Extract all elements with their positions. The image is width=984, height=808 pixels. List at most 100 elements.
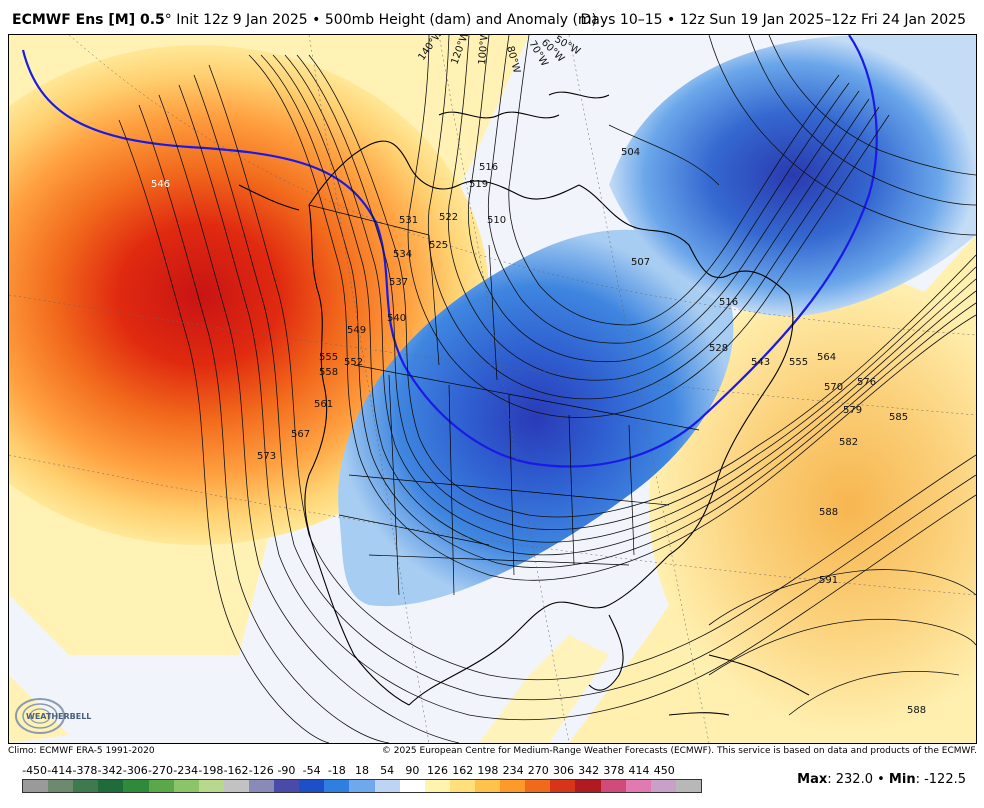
- colorbar-swatch: [23, 780, 49, 792]
- colorbar-label: 162: [452, 764, 474, 777]
- colorbar-label: -414: [47, 764, 73, 777]
- weatherbell-logo: WEATHERBELL: [12, 694, 102, 738]
- colorbar-label: -162: [223, 764, 249, 777]
- colorbar-label: -342: [97, 764, 123, 777]
- contour-label: 537: [389, 277, 408, 288]
- degree-sign: °: [164, 12, 172, 28]
- colorbar-swatch: [274, 780, 300, 792]
- colorbar-labels: -450 -414 -378 -342 -306 -270 -234 -198 -162 -126…: [22, 764, 702, 778]
- colorbar-label: -306: [122, 764, 148, 777]
- colorbar-label: -54: [302, 764, 321, 777]
- min-label: Min: [888, 772, 916, 787]
- colorbar-swatch: [675, 780, 701, 792]
- colorbar-swatch: [198, 780, 224, 792]
- stat-separator: •: [872, 772, 889, 787]
- title-separator: •: [312, 12, 321, 28]
- colorbar-label: -90: [277, 764, 296, 777]
- contour-label: 534: [393, 249, 412, 260]
- contour-label: 546: [151, 179, 170, 190]
- colorbar: -450 -414 -378 -342 -306 -270 -234 -198 -162 -126…: [22, 764, 702, 796]
- colorbar-label: -270: [148, 764, 173, 777]
- contour-label: 555: [319, 352, 338, 363]
- logo-text: WEATHERBELL: [26, 712, 91, 721]
- contour-label: 555: [789, 357, 808, 368]
- colorbar-swatch: [474, 780, 501, 792]
- colorbar-label: -18: [327, 764, 346, 777]
- contour-label: 588: [907, 705, 926, 716]
- contour-label: 543: [751, 357, 770, 368]
- contour-label: 588: [819, 507, 838, 518]
- colorbar-swatch: [173, 780, 199, 792]
- colorbar-swatch: [525, 780, 551, 792]
- colorbar-label: 234: [502, 764, 524, 777]
- contour-label: 525: [429, 240, 448, 251]
- contour-label: 516: [479, 162, 498, 173]
- political-borders: [308, 204, 700, 596]
- central-trough-anomaly: [338, 229, 734, 607]
- contour-label: 573: [257, 451, 276, 462]
- colorbar-swatch: [500, 780, 526, 792]
- colorbar-swatch: [98, 780, 124, 792]
- coastlines: [238, 91, 810, 716]
- contour-label: 522: [439, 212, 458, 223]
- contour-label: 591: [819, 575, 838, 586]
- contour-label: 552: [344, 357, 363, 368]
- contour-label: 519: [469, 179, 488, 190]
- contour-label: 531: [399, 215, 418, 226]
- height-contours: [118, 35, 976, 743]
- contour-label: 582: [839, 437, 858, 448]
- colorbar-swatch: [600, 780, 626, 792]
- colorbar-label: -198: [198, 764, 224, 777]
- contour-label: 558: [319, 367, 338, 378]
- colorbar-label: 18: [355, 764, 369, 777]
- colorbar-swatch: [324, 780, 350, 792]
- contour-label: 507: [631, 257, 650, 268]
- colorbar-swatch: [424, 780, 450, 792]
- colorbar-label: -126: [248, 764, 274, 777]
- min-value: : -122.5: [915, 772, 966, 787]
- colorbar-label: 450: [653, 764, 675, 777]
- colorbar-label: -234: [173, 764, 199, 777]
- colorbar-label: 378: [603, 764, 625, 777]
- colorbar-swatch: [575, 780, 601, 792]
- contour-label: 510: [487, 215, 506, 226]
- colorbar-label: 126: [427, 764, 449, 777]
- colorbar-swatch: [48, 780, 74, 792]
- contour-label: 540: [387, 313, 406, 324]
- colorbar-swatch: [399, 780, 425, 792]
- copyright-note: © 2025 European Centre for Medium-Range …: [381, 746, 977, 756]
- title: ECMWF Ens [M] 0.5° Init 12z 9 Jan 2025 •…: [12, 12, 597, 28]
- contour-label: 564: [817, 352, 836, 363]
- valid-period: Days 10–15 • 12z Sun 19 Jan 2025–12z Fri…: [580, 12, 966, 28]
- contour-label: 528: [709, 343, 728, 354]
- colorbar-label: 198: [477, 764, 499, 777]
- contour-label: 576: [857, 377, 876, 388]
- colorbar-swatch: [650, 780, 676, 792]
- colorbar-label: 342: [578, 764, 600, 777]
- colorbar-swatch: [148, 780, 174, 792]
- colorbar-label: 54: [380, 764, 395, 777]
- colorbar-swatch: [73, 780, 99, 792]
- contour-label: 516: [719, 297, 738, 308]
- contour-label: 579: [843, 405, 862, 416]
- colorbar-label: 414: [628, 764, 650, 777]
- colorbar-label: 90: [405, 764, 420, 777]
- max-min-readout: Max: 232.0 • Min: -122.5: [797, 772, 966, 787]
- colorbar-label: 270: [527, 764, 549, 777]
- contour-label: 549: [347, 325, 366, 336]
- contour-label: 570: [824, 382, 843, 393]
- graticule: [9, 35, 976, 743]
- colorbar-swatch: [223, 780, 249, 792]
- forecast-map: 546 531 534 537 540 549 552 555 558 561 …: [8, 34, 977, 744]
- contour-label: 585: [889, 412, 908, 423]
- colorbar-swatch: [625, 780, 651, 792]
- colorbar-label: -378: [72, 764, 98, 777]
- contour-labels: 546 531 534 537 540 549 552 555 558 561 …: [151, 147, 926, 716]
- max-value: : 232.0: [827, 772, 873, 787]
- colorbar-swatch: [550, 780, 576, 792]
- contour-label: 504: [621, 147, 640, 158]
- max-label: Max: [797, 772, 828, 787]
- colorbar-swatch: [449, 780, 475, 792]
- colorbar-swatches: [22, 779, 702, 793]
- climo-note: Climo: ECMWF ERA-5 1991-2020: [8, 746, 155, 756]
